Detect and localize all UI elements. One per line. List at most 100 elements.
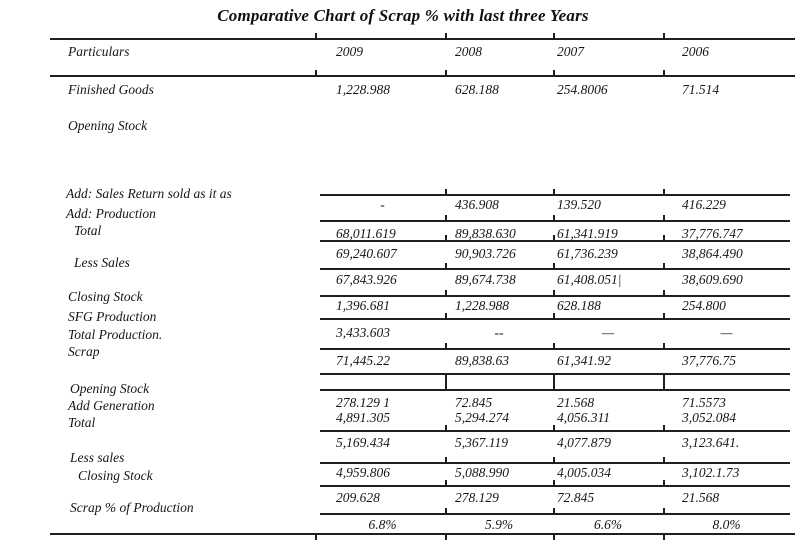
column-tick: [445, 189, 447, 194]
column-tick: [553, 535, 555, 540]
table-bottom-rule: [50, 533, 795, 540]
column-tick: [445, 290, 447, 295]
cell-2007: 61,341.919: [557, 226, 618, 241]
column-tick: [663, 189, 665, 194]
column-tick: [553, 235, 555, 240]
row-label-finished-goods: Finished Goods: [68, 82, 154, 97]
cell-2009: 71,445.22: [336, 353, 390, 368]
column-tick: [445, 480, 447, 485]
row-label-total-2: Total: [68, 415, 96, 430]
header-bottom-rule: [50, 70, 795, 77]
page-title: Comparative Chart of Scrap % with last t…: [217, 6, 589, 25]
column-tick: [445, 313, 447, 318]
cell-2006: 3,102.1.73: [682, 465, 740, 480]
row-rule: [320, 389, 790, 391]
column-tick: [553, 343, 555, 348]
row-label-opening-stock-1: Opening Stock: [68, 118, 148, 133]
column-tick: [445, 215, 447, 220]
cell-2008: 278.129: [455, 490, 499, 505]
table-row-scrap: 71,445.22 89,838.63 61,341.92 37,776.75: [320, 353, 790, 369]
column-tick: [445, 535, 447, 540]
column-tick: [445, 263, 447, 268]
column-tick: [663, 33, 665, 38]
cell-2009: 3,433.603: [336, 325, 390, 340]
cell-2006: 71.514: [682, 82, 720, 97]
column-tick: [445, 457, 447, 462]
cell-2008: 90,903.726: [455, 246, 516, 261]
cell-2006: 38,864.490: [682, 246, 743, 261]
cell-2009: 69,240.607: [336, 246, 397, 261]
column-tick: [553, 457, 555, 462]
cell-2006: 37,776.75: [682, 353, 736, 368]
column-tick: [553, 263, 555, 268]
table-row-add-generation: 278.129 1 72.845 21.568 71.5573: [320, 395, 790, 411]
row-rule: [320, 263, 790, 270]
table-row-less-sales-1: 67,843.926 89,674.738 61,408.051| 38,609…: [320, 272, 790, 288]
row-label-total-1: Total: [74, 223, 102, 238]
cell-2009: -: [380, 197, 385, 212]
column-tick: [663, 263, 665, 268]
column-tick: [315, 535, 317, 540]
column-tick: [445, 425, 447, 430]
header-year-2007: 2007: [557, 44, 584, 59]
row-rule: [320, 215, 790, 222]
column-tick: [663, 508, 665, 513]
header-year-2009: 2009: [336, 44, 363, 59]
column-tick: [445, 508, 447, 513]
column-tick: [663, 70, 665, 75]
table-row-scrap-percent: 6.8% 5.9% 6.6% 8.0%: [320, 517, 790, 533]
cell-2007: 4,077.879: [557, 435, 611, 450]
column-tick: [445, 235, 447, 240]
column-tick: [553, 313, 555, 318]
column-tick: [445, 373, 447, 390]
row-rule: [320, 457, 790, 464]
table-row-finished-goods: 1,228.988 628.188 254.8006 71.514: [320, 82, 790, 98]
column-tick: [445, 343, 447, 348]
cell-2008: 1,228.988: [455, 298, 509, 313]
cell-2008: --: [494, 325, 504, 340]
column-tick: [553, 215, 555, 220]
cell-2009: 1,396.681: [336, 298, 390, 313]
cell-2008: 436.908: [455, 197, 499, 212]
row-rule: [320, 343, 790, 350]
cell-2008: 89,838.63: [455, 353, 509, 368]
cell-2008: 5,294.274: [455, 410, 509, 425]
cell-2007: 254.8006: [557, 82, 608, 97]
cell-2006: 37,776.747: [682, 226, 743, 241]
cell-2009: 4,891.305: [336, 410, 390, 425]
cell-2007: 139.520: [557, 197, 601, 212]
table-row-closing-stock-2: 209.628 278.129 72.845 21.568: [320, 490, 790, 506]
cell-2009: 68,011.619: [336, 226, 396, 241]
table-top-rule: [50, 33, 795, 40]
column-tick: [553, 290, 555, 295]
column-tick: [663, 235, 665, 240]
table-row-total-1: 68,011.619 89,838.630 61,341.919 37,776.…: [320, 226, 790, 242]
row-rule: [320, 480, 790, 487]
table-row-less-sales-2: 4,959.806 5,088.990 4,005.034 3,102.1.73: [320, 465, 790, 481]
cell-2006: 8.0%: [712, 517, 741, 532]
row-label-sfg-production: SFG Production: [68, 309, 157, 324]
cell-2007: —: [601, 325, 614, 340]
column-tick: [553, 508, 555, 513]
column-tick: [553, 70, 555, 75]
cell-2007: 72.845: [557, 490, 595, 505]
column-tick: [663, 535, 665, 540]
cell-2008: 5,088.990: [455, 465, 509, 480]
row-label-add-generation: Add Generation: [68, 398, 155, 413]
row-label-add-production: Add: Production: [66, 206, 156, 221]
row-label-closing-stock-2: Closing Stock: [78, 468, 153, 483]
cell-2008: 89,674.738: [455, 272, 516, 287]
row-label-less-sales-1: Less Sales: [74, 255, 130, 270]
cell-2007: 61,408.051|: [557, 272, 622, 287]
cell-2009: 67,843.926: [336, 272, 397, 287]
table-row-total-production: 3,433.603 -- — —: [320, 325, 790, 341]
cell-2006: 3,052.084: [682, 410, 736, 425]
table-row-total-2: 4,891.305 5,294.274 4,056.311 3,052.084: [320, 410, 790, 426]
cell-2006: 71.5573: [682, 395, 726, 410]
table-row-subtotal-2: 5,169.434 5,367.119 4,077.879 3,123.641.: [320, 435, 790, 451]
row-label-scrap-percent: Scrap % of Production: [70, 500, 194, 515]
column-tick: [445, 70, 447, 75]
header-year-2008: 2008: [455, 44, 482, 59]
row-rule: [320, 508, 790, 515]
